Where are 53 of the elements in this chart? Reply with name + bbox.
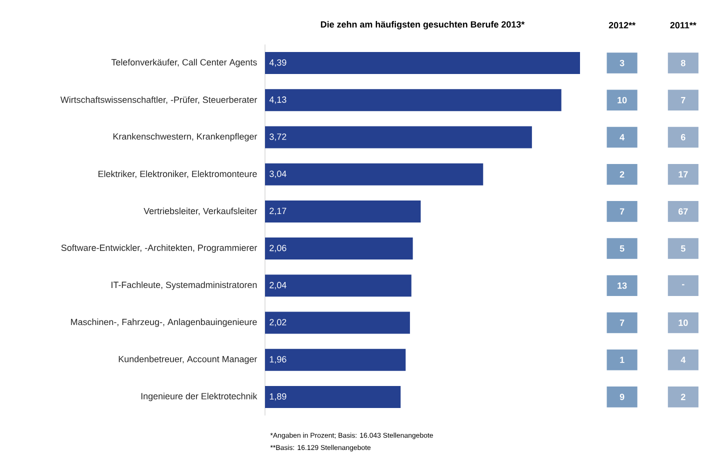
text: 7: [620, 208, 624, 215]
y-tick-label: Telefonverkäufer, Call Center Agents: [111, 58, 257, 68]
data-label: 4,39: [269, 59, 286, 67]
text: 5: [620, 245, 624, 252]
category-label: 2012**: [608, 22, 636, 28]
bar: [265, 126, 532, 148]
text: 9: [620, 394, 624, 400]
data-label: 2,06: [270, 244, 286, 252]
y-tick-label: Maschinen-, Fahrzeug-, Anlagenbauingenieure: [71, 318, 257, 327]
y-tick-label: Software-Entwickler, -Architekten, Programmierer: [61, 244, 258, 253]
text: 1: [620, 356, 624, 363]
y-tick-label: Vertriebsleiter, Verkaufsleiter: [144, 208, 258, 216]
text: 7: [620, 320, 624, 326]
text: 13: [618, 282, 627, 289]
text: 10: [618, 96, 627, 104]
category-label: 2011**: [670, 22, 696, 28]
text: 8: [680, 60, 686, 66]
text: 2: [680, 394, 686, 400]
y-tick-label: Wirtschaftswissenschaftler, -Prüfer, Steuerberater: [60, 96, 258, 104]
text: -: [682, 284, 684, 286]
y-tick-label: IT-Fachleute, Systemadministratoren: [112, 281, 257, 290]
text: 17: [678, 171, 688, 178]
text: 3: [620, 60, 624, 66]
bar: [265, 52, 580, 74]
data-label: 3,04: [270, 170, 286, 178]
text: 10: [678, 320, 688, 326]
bar: [265, 348, 406, 371]
data-label: 4,13: [269, 96, 286, 104]
chart-title: Die zehn am häufigsten gesuchten Berufe 2013*: [320, 20, 525, 30]
bar: [265, 89, 562, 112]
data-label: 2,02: [270, 319, 286, 326]
bar: [265, 238, 413, 260]
text: 7: [681, 97, 686, 104]
bar: [265, 312, 410, 334]
y-tick-label: Elektriker, Elektroniker, Elektromonteure: [98, 170, 257, 178]
text: 67: [678, 208, 688, 215]
bar: [265, 200, 421, 222]
text: 6: [681, 134, 686, 140]
text: 5: [680, 245, 686, 252]
data-label: 3,72: [270, 134, 286, 141]
data-label: 1,96: [270, 356, 286, 364]
y-tick-label: Ingenieure der Elektrotechnik: [141, 392, 258, 402]
data-label: 2,17: [270, 208, 286, 216]
bar: [265, 163, 484, 186]
text: 4: [680, 356, 686, 363]
y-tick-label: Krankenschwestern, Krankenpfleger: [113, 133, 258, 142]
text: 2: [620, 171, 624, 178]
data-label: 2,04: [270, 282, 286, 290]
bar: [265, 274, 412, 297]
bar: [265, 386, 401, 408]
text: 4: [620, 134, 625, 140]
data-label: 1,89: [270, 393, 286, 401]
y-tick-label: Kundenbetreuer, Account Manager: [118, 356, 258, 364]
